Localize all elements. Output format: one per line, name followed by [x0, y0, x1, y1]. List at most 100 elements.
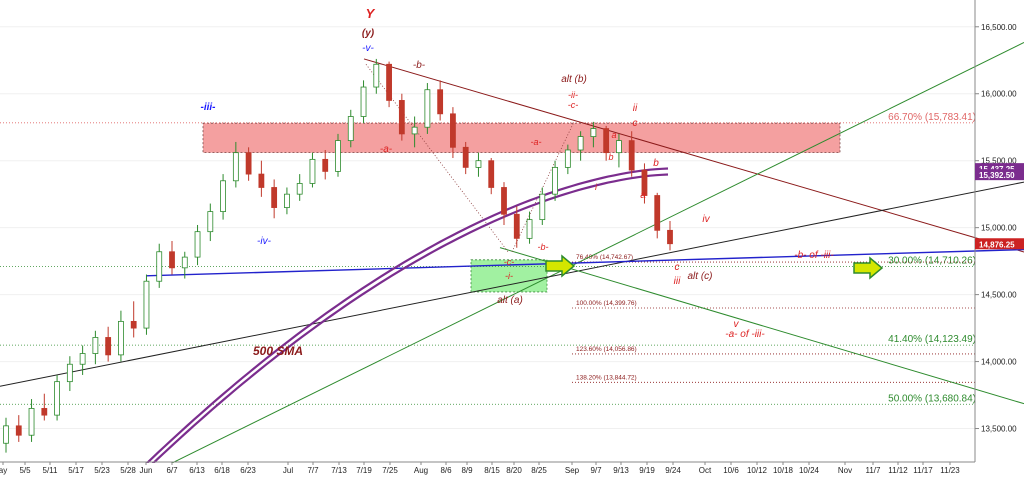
- target-arrow-icon: [545, 254, 576, 278]
- candle-body: [462, 146, 469, 168]
- wave-annotation: b: [608, 152, 613, 162]
- x-tick-label: 5/28: [120, 466, 136, 475]
- x-tick-label: 5/5: [19, 466, 31, 475]
- candle-body: [130, 320, 137, 329]
- fib-level-label: 76.40% (14,742.67): [576, 254, 633, 261]
- y-tick-label: 14,500.00: [981, 291, 1017, 300]
- candle-body: [411, 126, 418, 135]
- candle-body: [424, 89, 431, 128]
- x-tick-label: 6/7: [166, 466, 178, 475]
- x-tick-label: 7/13: [331, 466, 347, 475]
- wave-annotation: -ii-: [568, 90, 578, 100]
- candle-body: [437, 89, 444, 115]
- wave-annotation: a: [640, 190, 646, 201]
- candle-body: [207, 211, 214, 233]
- candle-body: [450, 113, 456, 148]
- sma-layer: [125, 167, 669, 482]
- x-tick-label: 8/25: [531, 466, 547, 475]
- x-tick-label: 8/20: [506, 466, 522, 475]
- y-tick-label: 16,000.00: [981, 90, 1017, 99]
- price-badge: [975, 169, 1024, 181]
- wave-annotation: alt (c): [688, 271, 713, 282]
- trendline: [145, 248, 1024, 277]
- x-tick-label: 11/23: [940, 466, 960, 475]
- x-tick-label: 9/19: [639, 466, 655, 475]
- wave-annotation: -b-: [413, 60, 426, 71]
- x-tick-label: 11/17: [913, 466, 933, 475]
- wave-annotation: v: [734, 319, 740, 330]
- x-tick-label: 11/7: [866, 466, 882, 475]
- x-tick-label: Jul: [283, 466, 293, 475]
- candle-body: [54, 381, 60, 416]
- candle-body: [603, 128, 610, 154]
- fib-levels-layer: 66.70% (15,783.41) 30.00% (14,710.26) 41.4…: [0, 112, 976, 405]
- wave-annotation: b: [653, 158, 659, 169]
- fib-level-label: 66.70% (15,783.41): [888, 112, 976, 123]
- fib-level-label: 30.00% (14,710.26): [888, 255, 976, 266]
- x-tick-label: 11/12: [888, 466, 908, 475]
- wave-annotation: -c-: [568, 100, 579, 110]
- wave-annotation: i: [595, 182, 598, 192]
- candle-body: [118, 320, 124, 356]
- candle-body: [590, 128, 597, 137]
- candle-body: [92, 337, 99, 354]
- x-tick-label: Oct: [699, 466, 712, 475]
- wave-annotation: -a- of -iii-: [725, 329, 765, 340]
- x-tick-label: Aug: [414, 466, 428, 475]
- x-tick-label: Sep: [565, 466, 580, 475]
- wave-annotation: -a-: [380, 144, 393, 155]
- candle-body: [488, 160, 495, 188]
- candle-body: [143, 280, 150, 329]
- candle-body: [641, 169, 648, 196]
- price-badge-label: 14,876.25: [979, 240, 1015, 249]
- trendline: [0, 181, 1024, 387]
- candle-body: [628, 140, 635, 171]
- candle-body: [258, 173, 265, 188]
- candle-body: [335, 140, 341, 172]
- candle-body: [66, 363, 73, 383]
- candle-body: [15, 425, 22, 436]
- x-tick-label: Jun: [140, 466, 153, 475]
- wave-annotation: alt (a): [497, 295, 523, 306]
- x-tick-label: 5/11: [43, 466, 59, 475]
- wave-annotation: -v-: [362, 43, 374, 54]
- x-tick-label: 9/13: [613, 466, 629, 475]
- candle-body: [526, 219, 533, 239]
- plot-background: [0, 0, 975, 462]
- wave-annotation: ii: [633, 103, 638, 114]
- candle-body: [194, 231, 201, 258]
- target-arrow-icon: [853, 256, 884, 280]
- x-tick-label: Nov: [838, 466, 852, 475]
- price-badge-label: 15,392.50: [979, 171, 1015, 180]
- wave-annotation: c: [633, 118, 638, 129]
- candle-body: [181, 256, 188, 269]
- y-tick-label: 14,000.00: [981, 358, 1017, 367]
- trendline: [499, 247, 1024, 405]
- candle-body: [360, 86, 367, 117]
- wave-annotation: -b-: [538, 242, 549, 252]
- y-tick-label: 16,500.00: [981, 23, 1017, 32]
- candle-body: [564, 149, 571, 168]
- x-tick-label: 8/9: [461, 466, 473, 475]
- x-tick-label: 10/12: [747, 466, 768, 475]
- wave-annotation: iii: [674, 276, 681, 287]
- x-tick-label: 7/25: [382, 466, 398, 475]
- x-tick-label: 10/18: [773, 466, 794, 475]
- candle-body: [245, 152, 252, 175]
- x-tick-label: 6/13: [189, 466, 205, 475]
- sma-500-upper: [125, 167, 669, 482]
- candle-body: [220, 180, 226, 212]
- x-tick-label: 8/15: [484, 466, 500, 475]
- x-tick-label: 9/7: [590, 466, 602, 475]
- fib-level-label: 41.40% (14,123.49): [888, 334, 976, 345]
- candle-body: [616, 140, 622, 154]
- candle-body: [577, 136, 584, 151]
- candle-body: [28, 408, 35, 436]
- wave-annotation: a: [611, 130, 616, 140]
- wave-annotation: -iii-: [201, 102, 217, 113]
- x-tick-label: 7/7: [307, 466, 319, 475]
- candle-body: [271, 187, 278, 208]
- candle-body: [373, 63, 380, 88]
- wave-annotation: -i-: [505, 271, 513, 281]
